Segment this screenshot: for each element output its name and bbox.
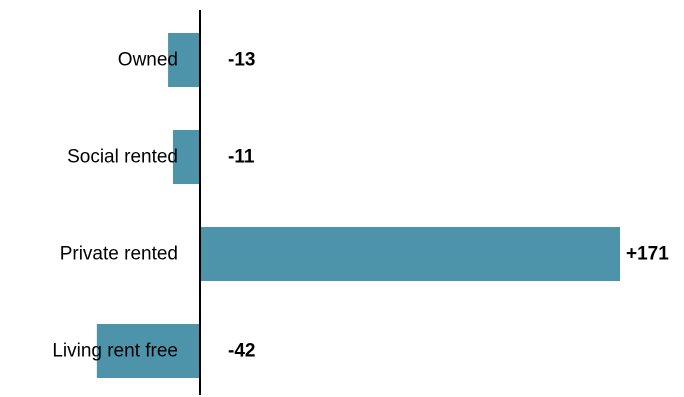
- value-label-social-rented: -11: [228, 147, 255, 168]
- bar-social-rented: [172, 130, 200, 184]
- bar-private-rented: [200, 227, 620, 281]
- bar-owned: [168, 33, 200, 87]
- category-label-owned: Owned: [118, 50, 178, 71]
- category-labels-group: Owned Social rented Private rented Living r…: [52, 50, 178, 362]
- category-label-private-rented: Private rented: [60, 244, 178, 265]
- value-labels-group: -13 -11 +171 -42: [228, 50, 669, 362]
- bar-living-rent-free: [96, 324, 200, 378]
- value-label-private-rented: +171: [626, 244, 669, 265]
- bars-group: [96, 33, 620, 378]
- value-label-living-rent-free: -42: [228, 341, 255, 362]
- value-label-owned: -13: [228, 50, 255, 71]
- category-label-social-rented: Social rented: [67, 147, 178, 168]
- category-label-living-rent-free: Living rent free: [52, 341, 178, 362]
